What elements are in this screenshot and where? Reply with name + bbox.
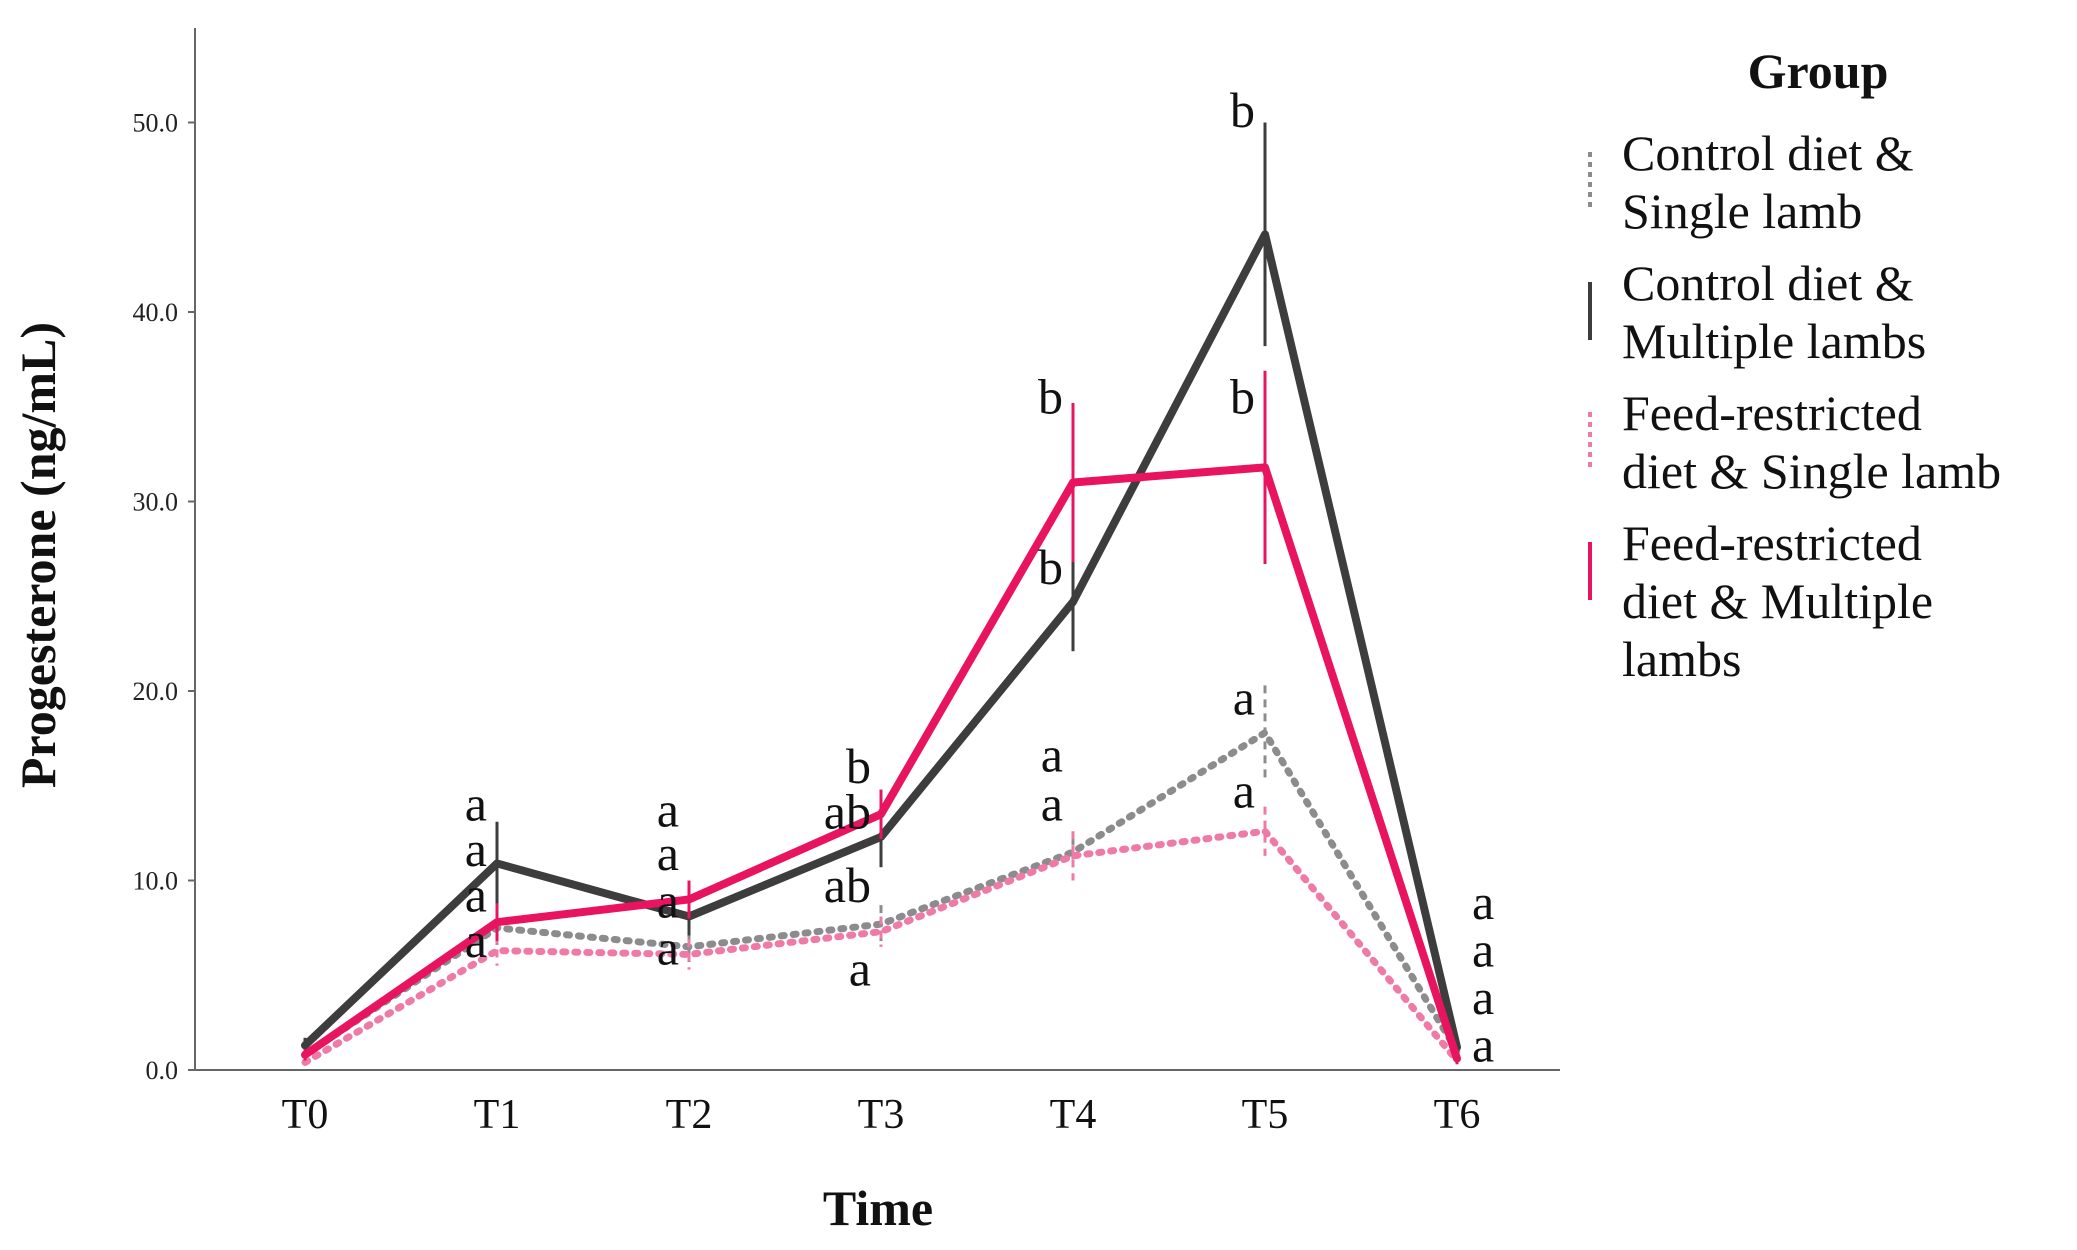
- legend-label: diet & Single lamb: [1622, 443, 2001, 499]
- x-tick-label: T0: [282, 1092, 329, 1138]
- legend-label: Multiple lambs: [1622, 313, 1926, 369]
- data-point: [304, 1053, 307, 1056]
- y-ticks: 0.0 10.0 20.0 30.0 40.0 50.0: [133, 109, 195, 1085]
- data-point: [1072, 600, 1075, 603]
- axes: [194, 28, 1560, 1071]
- legend-label: Feed-restricted: [1622, 515, 1922, 571]
- data-point: [496, 921, 499, 924]
- data-point: [1456, 1057, 1459, 1060]
- x-tick-label: T1: [474, 1092, 521, 1138]
- x-axis-title: Time: [823, 1180, 933, 1236]
- y-tick-label: 30.0: [133, 488, 179, 517]
- series-line: [301, 827, 1461, 1066]
- significance-letter: b: [1038, 368, 1063, 424]
- significance-letter: a: [657, 872, 679, 928]
- significance-letter: a: [465, 867, 487, 923]
- legend-label: Single lamb: [1622, 183, 1862, 239]
- significance-letter: a: [1041, 726, 1063, 782]
- significance-letter: a: [1233, 762, 1255, 818]
- series-group: [301, 370, 1461, 1065]
- significance-letter: a: [1472, 922, 1494, 978]
- y-tick-label: 20.0: [133, 677, 179, 706]
- x-tick-label: T5: [1242, 1092, 1289, 1138]
- significance-letter: b: [846, 738, 871, 794]
- significance-letter: a: [1472, 874, 1494, 930]
- data-point: [496, 862, 499, 865]
- significance-letter: a: [1233, 670, 1255, 726]
- x-tick-label: T3: [858, 1092, 905, 1138]
- significance-letter: a: [1472, 1016, 1494, 1072]
- y-tick-label: 40.0: [133, 298, 179, 327]
- significance-letter: ab: [824, 857, 871, 913]
- significance-letter: a: [657, 920, 679, 976]
- series-layer: [301, 122, 1461, 1069]
- legend-label: Feed-restricted: [1622, 385, 1922, 441]
- legend-label: lambs: [1622, 631, 1741, 687]
- significance-letter: b: [1038, 539, 1063, 595]
- data-point: [1264, 830, 1267, 833]
- x-tick-label: T2: [666, 1092, 713, 1138]
- significance-letter: ab: [824, 783, 871, 839]
- data-point: [304, 1044, 307, 1047]
- x-tick-label: T4: [1050, 1092, 1097, 1138]
- series-line: [301, 463, 1461, 1063]
- data-point: [1264, 731, 1267, 734]
- legend-label: Control diet &: [1622, 255, 1914, 311]
- data-point: [880, 813, 883, 816]
- significance-letter: a: [1472, 969, 1494, 1025]
- data-point: [880, 930, 883, 933]
- data-point: [1072, 854, 1075, 857]
- significance-letter: a: [465, 912, 487, 968]
- significance-letter: a: [657, 781, 679, 837]
- data-point: [688, 898, 691, 901]
- significance-letter: a: [1041, 776, 1063, 832]
- y-tick-label: 0.0: [146, 1056, 179, 1085]
- data-point: [1264, 233, 1267, 236]
- significance-letter: a: [657, 825, 679, 881]
- x-ticks: T0 T1 T2 T3 T4 T5 T6: [282, 1092, 1481, 1138]
- y-tick-label: 50.0: [133, 109, 179, 138]
- data-point: [1264, 466, 1267, 469]
- data-point: [496, 949, 499, 952]
- data-point: [688, 953, 691, 956]
- legend-title: Group: [1748, 43, 1889, 99]
- significance-letter: b: [1230, 82, 1255, 138]
- x-tick-label: T6: [1434, 1092, 1481, 1138]
- significance-letter: a: [849, 941, 871, 997]
- significance-letter: a: [465, 776, 487, 832]
- data-point: [304, 1061, 307, 1064]
- significance-letter: b: [1230, 368, 1255, 424]
- legend-label: Control diet &: [1622, 125, 1914, 181]
- data-point: [1072, 481, 1075, 484]
- legend-label: diet & Multiple: [1622, 573, 1933, 629]
- y-tick-label: 10.0: [133, 867, 179, 896]
- y-axis-title: Progesterone (ng/mL): [10, 322, 66, 788]
- significance-letter: a: [465, 821, 487, 877]
